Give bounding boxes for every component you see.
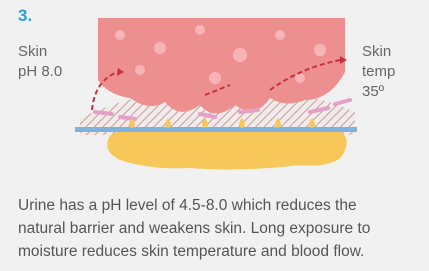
step-number: 3. — [18, 6, 32, 26]
left-label: pH 8.0 — [18, 62, 62, 81]
caption-line: natural barrier and weakens skin. Long e… — [18, 217, 370, 240]
right-label: Skin — [362, 42, 391, 61]
right-label: temp — [362, 62, 395, 81]
caption: Urine has a pH level of 4.5-8.0 which re… — [18, 194, 370, 263]
page: 3. Skin pH 8.0 Skin temp 35º Urine has a… — [0, 0, 429, 271]
caption-line: Urine has a pH level of 4.5-8.0 which re… — [18, 194, 370, 217]
caption-line: moisture reduces skin temperature and bl… — [18, 240, 370, 263]
right-label: 35º — [362, 82, 384, 101]
left-label: Skin — [18, 42, 47, 61]
